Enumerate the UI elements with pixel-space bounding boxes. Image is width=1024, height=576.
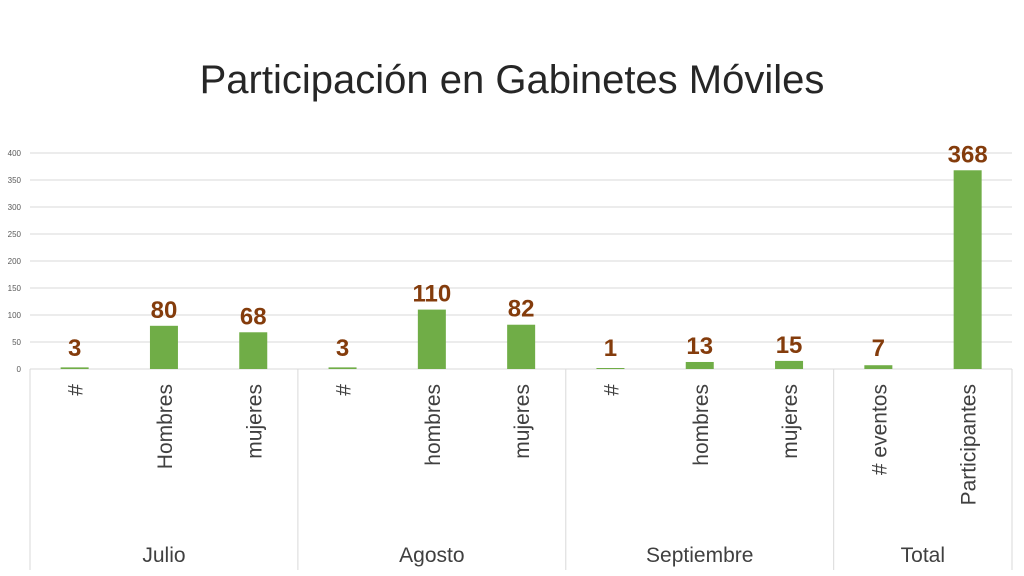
y-tick-label: 200 — [8, 257, 22, 266]
bars — [60, 170, 982, 369]
group-label: Septiembre — [646, 544, 753, 567]
y-tick-label: 300 — [8, 203, 22, 212]
category-label: Hombres — [154, 384, 177, 469]
y-tick-label: 250 — [8, 230, 22, 239]
data-label: 68 — [240, 303, 267, 330]
y-tick-label: 150 — [8, 284, 22, 293]
category-label: Participantes — [958, 384, 981, 505]
bar — [596, 368, 625, 369]
group-label: Julio — [142, 544, 185, 567]
bar — [775, 360, 804, 369]
bar — [685, 361, 714, 369]
group-label: Agosto — [399, 544, 464, 567]
bar — [239, 332, 268, 369]
bar — [417, 309, 446, 369]
category-label: mujeres — [511, 384, 534, 459]
data-label: 1 — [604, 335, 617, 362]
data-label: 7 — [872, 335, 885, 362]
data-label: 3 — [68, 335, 81, 362]
data-labels: 3 80 68 3 110 82 1 13 15 7 368 — [68, 141, 988, 362]
y-tick-label: 50 — [12, 338, 21, 347]
data-label: 82 — [508, 296, 535, 323]
category-label: # — [600, 384, 623, 396]
y-axis-ticks: 0 50 100 150 200 250 300 350 400 — [8, 149, 22, 374]
bar — [60, 367, 89, 369]
data-label: 15 — [776, 332, 803, 359]
y-tick-label: 350 — [8, 176, 22, 185]
chart-title: Participación en Gabinetes Móviles — [199, 58, 825, 102]
y-tick-label: 400 — [8, 149, 22, 158]
category-label: # eventos — [868, 384, 891, 475]
data-label: 368 — [948, 141, 988, 168]
category-label: hombres — [690, 384, 713, 466]
y-tick-label: 100 — [8, 311, 22, 320]
group-label: Total — [901, 544, 945, 567]
category-label: mujeres — [779, 384, 802, 459]
category-label: hombres — [422, 384, 445, 466]
bar — [953, 170, 982, 369]
bar — [328, 367, 357, 369]
bar — [507, 324, 536, 369]
category-label: # — [333, 384, 356, 396]
category-label: # — [65, 384, 88, 396]
data-label: 80 — [151, 297, 178, 324]
data-label: 13 — [686, 333, 713, 360]
bar — [149, 325, 178, 369]
data-label: 110 — [412, 281, 451, 308]
data-label: 3 — [336, 335, 349, 362]
y-tick-label: 0 — [17, 365, 22, 374]
bar — [864, 365, 893, 369]
group-labels: Julio Agosto Septiembre Total — [29, 369, 1013, 570]
category-labels: # Hombres mujeres # hombres mujeres # hombres mu… — [65, 384, 981, 506]
category-label: mujeres — [243, 384, 266, 459]
